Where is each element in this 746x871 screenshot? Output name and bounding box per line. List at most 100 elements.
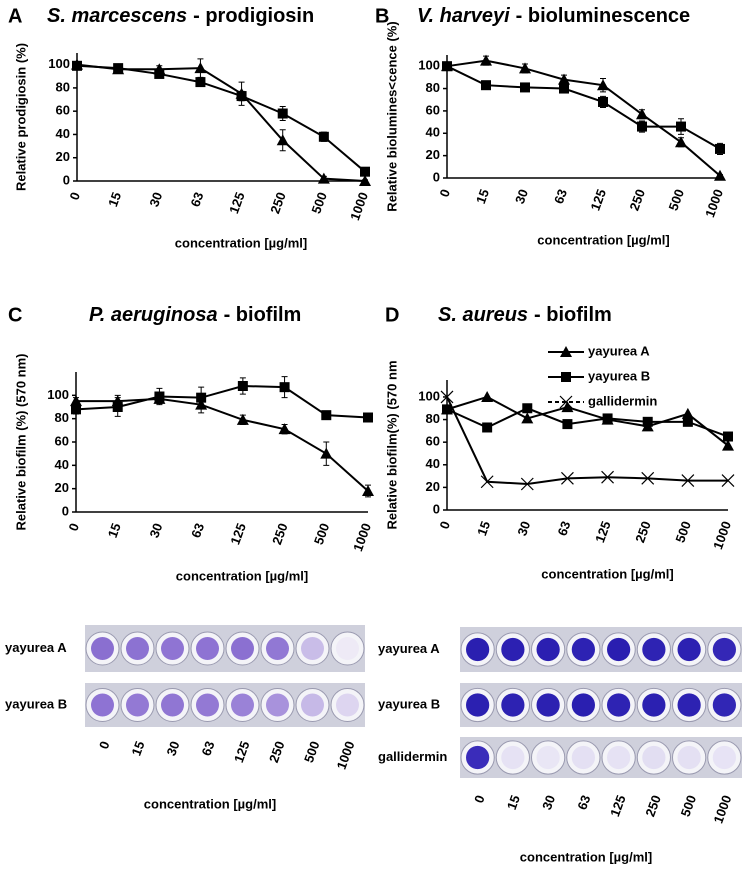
x-tick-label: 500 [672, 519, 694, 545]
x-tick-label: 63 [554, 519, 573, 538]
marker [481, 390, 494, 402]
well [266, 637, 289, 660]
marker [637, 121, 647, 132]
x-tick-label: 63 [199, 739, 218, 758]
x-axis-label: concentration [µg/ml] [541, 566, 673, 581]
well [536, 637, 560, 662]
well [677, 637, 701, 662]
well [571, 637, 595, 662]
x-tick-label: 500 [311, 521, 333, 547]
well [642, 693, 666, 717]
well [607, 693, 631, 717]
x-tick-label: 0 [436, 187, 453, 199]
well [466, 637, 490, 662]
x-axis-label: concentration [µg/ml] [144, 796, 276, 811]
series-line [446, 396, 728, 486]
well [266, 693, 289, 717]
x-tick-label: 250 [642, 793, 664, 819]
series-line [446, 407, 729, 438]
x-tick-label: 125 [227, 521, 249, 547]
marker [715, 143, 725, 154]
y-tick-label: 20 [426, 479, 440, 494]
well [536, 745, 560, 770]
well [301, 693, 324, 717]
title-rest: - biofilm [534, 304, 612, 326]
well [161, 693, 184, 717]
x-axis-label: concentration [µg/ml] [537, 232, 669, 247]
well [301, 637, 324, 660]
legend-label: yayurea A [588, 343, 650, 358]
x-tick-label: 125 [588, 187, 610, 213]
marker [681, 474, 695, 488]
x-tick-label: 125 [592, 519, 614, 545]
x-tick-label: 30 [512, 187, 531, 206]
marker [71, 404, 81, 415]
marker [70, 395, 82, 407]
marker [363, 412, 373, 423]
well [642, 745, 666, 770]
well [677, 745, 701, 770]
marker [362, 485, 374, 496]
marker [279, 382, 290, 393]
well [677, 693, 701, 717]
x-tick-label: 0 [96, 739, 113, 751]
marker [359, 175, 371, 186]
row-label: yayurea B [378, 696, 440, 711]
y-tick-label: 20 [426, 147, 440, 162]
well [571, 693, 595, 717]
marker [559, 83, 569, 94]
x-tick-label: 500 [301, 739, 323, 765]
x-tick-label: 250 [627, 187, 649, 213]
marker [641, 471, 655, 485]
y-tick-label: 40 [55, 457, 69, 472]
panel-letter: B [375, 5, 389, 27]
marker [442, 404, 452, 415]
y-tick-label: 60 [426, 434, 440, 449]
series-line [446, 59, 721, 177]
series-line [76, 64, 366, 173]
marker [154, 68, 165, 79]
marker [681, 407, 694, 419]
title-rest: - bioluminescence [516, 5, 691, 27]
well [161, 637, 184, 660]
y-tick-label: 60 [426, 102, 440, 117]
marker [522, 403, 533, 414]
marker [195, 77, 206, 88]
y-tick-label: 80 [55, 410, 69, 425]
y-tick-label: 0 [433, 501, 440, 516]
well [91, 637, 114, 660]
marker [237, 381, 248, 391]
marker [723, 431, 733, 442]
well [196, 693, 219, 717]
x-tick-label: 125 [231, 739, 253, 765]
marker [561, 471, 574, 485]
y-tick-label: 80 [426, 411, 440, 426]
marker [236, 413, 249, 425]
x-tick-label: 500 [308, 190, 330, 216]
y-tick-label: 100 [418, 58, 440, 73]
marker [278, 423, 291, 435]
x-axis-label: concentration [µg/ml] [176, 568, 308, 583]
marker [72, 60, 82, 71]
marker [317, 172, 330, 184]
y-tick-label: 40 [56, 126, 70, 141]
x-tick-label: 0 [471, 793, 488, 805]
x-tick-label: 1000 [334, 739, 358, 771]
panel-letter: C [8, 304, 22, 326]
y-tick-label: 40 [426, 456, 440, 471]
y-tick-label: 20 [55, 480, 69, 495]
marker [154, 391, 165, 402]
marker [602, 413, 613, 424]
chart-title: P. aeruginosa - biofilm [89, 304, 301, 326]
marker [480, 54, 492, 66]
marker [276, 134, 289, 146]
row-label: yayurea B [5, 696, 67, 711]
panel-letter: D [385, 304, 399, 326]
chart: A S. marcescens - prodigiosin0204060801000… [8, 5, 371, 250]
well [336, 693, 359, 717]
marker [520, 82, 530, 93]
title-species: V. harveyi [417, 5, 510, 27]
title-rest: - prodigiosin [193, 5, 314, 27]
panel-letter: A [8, 5, 22, 27]
